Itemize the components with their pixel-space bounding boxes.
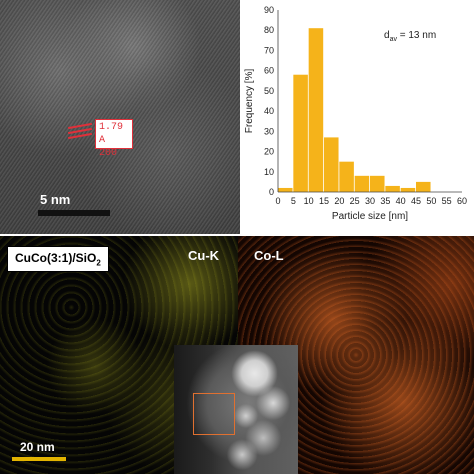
histogram-bar — [400, 187, 416, 192]
x-tick-label: 15 — [319, 196, 329, 206]
histogram-bar — [354, 175, 370, 192]
histogram-svg: 0 10 20 30 40 50 60 70 80 90 0 5 10 15 20 25 30 35 40 45 50 5… — [244, 5, 467, 222]
hrtem-image-panel: 1.79 A 200 5 nm — [0, 0, 240, 234]
lattice-spacing-value: 1.79 A — [99, 122, 124, 146]
x-tick-label: 40 — [396, 196, 406, 206]
y-tick-label: 50 — [264, 86, 274, 96]
hrtem-scale-bar — [38, 210, 110, 216]
histogram-bar — [385, 185, 400, 192]
y-axis-title: Frequency [%] — [244, 69, 255, 134]
y-tick-label: 30 — [264, 126, 274, 136]
co-l-label: Co-L — [254, 248, 284, 263]
y-tick-label: 20 — [264, 147, 274, 157]
particle-size-histogram: 0 10 20 30 40 50 60 70 80 90 0 5 10 15 20 25 30 35 40 45 50 5… — [240, 0, 474, 234]
hrtem-scale-label: 5 nm — [40, 192, 71, 207]
lattice-fringe-marker — [68, 132, 92, 140]
sample-name-text: CuCo(3:1)/SiO — [15, 251, 97, 265]
sample-name-subscript: 2 — [96, 258, 101, 268]
y-tick-label: 60 — [264, 66, 274, 76]
x-axis-title: Particle size [nm] — [332, 211, 408, 222]
x-tick-label: 0 — [275, 196, 280, 206]
y-tick-label: 80 — [264, 25, 274, 35]
annotation-symbol: d — [384, 30, 390, 41]
x-tick-label: 30 — [365, 196, 375, 206]
lattice-spacing-label: 1.79 A 200 — [95, 119, 133, 159]
eds-scale-bar — [12, 457, 66, 461]
average-size-annotation: dav = 13 nm — [384, 30, 436, 43]
x-tick-label: 20 — [334, 196, 344, 206]
y-tick-label: 0 — [269, 187, 274, 197]
x-tick-label: 55 — [442, 196, 452, 206]
x-tick-label: 45 — [411, 196, 421, 206]
y-tick-label: 70 — [264, 45, 274, 55]
histogram-bar — [308, 28, 324, 193]
cu-k-label: Cu-K — [188, 248, 220, 263]
annotation-value: = 13 nm — [397, 30, 436, 41]
histogram-bar — [370, 175, 385, 192]
sample-name-label: CuCo(3:1)/SiO2 — [7, 246, 109, 273]
annotation-subscript: av — [390, 36, 398, 43]
x-tick-label: 50 — [426, 196, 436, 206]
histogram-bar — [324, 137, 339, 192]
eds-scale-label: 20 nm — [20, 440, 55, 454]
histogram-bar — [416, 181, 431, 192]
x-tick-label: 35 — [380, 196, 390, 206]
histogram-bar — [339, 161, 354, 192]
x-tick-label: 5 — [291, 196, 296, 206]
histogram-bar — [278, 187, 293, 192]
histogram-bar — [293, 74, 308, 192]
x-tick-label: 60 — [457, 196, 467, 206]
y-tick-label: 40 — [264, 106, 274, 116]
y-tick-label: 10 — [264, 167, 274, 177]
lattice-plane-index: 200 — [99, 148, 118, 159]
y-tick-label: 90 — [264, 5, 274, 15]
eds-mapping-panel: CuCo(3:1)/SiO2 Cu-K Co-L 20 nm — [0, 236, 474, 474]
haadf-inset-image — [174, 345, 298, 474]
region-of-interest-box — [193, 393, 235, 435]
x-tick-label: 10 — [304, 196, 314, 206]
x-tick-label: 25 — [350, 196, 360, 206]
